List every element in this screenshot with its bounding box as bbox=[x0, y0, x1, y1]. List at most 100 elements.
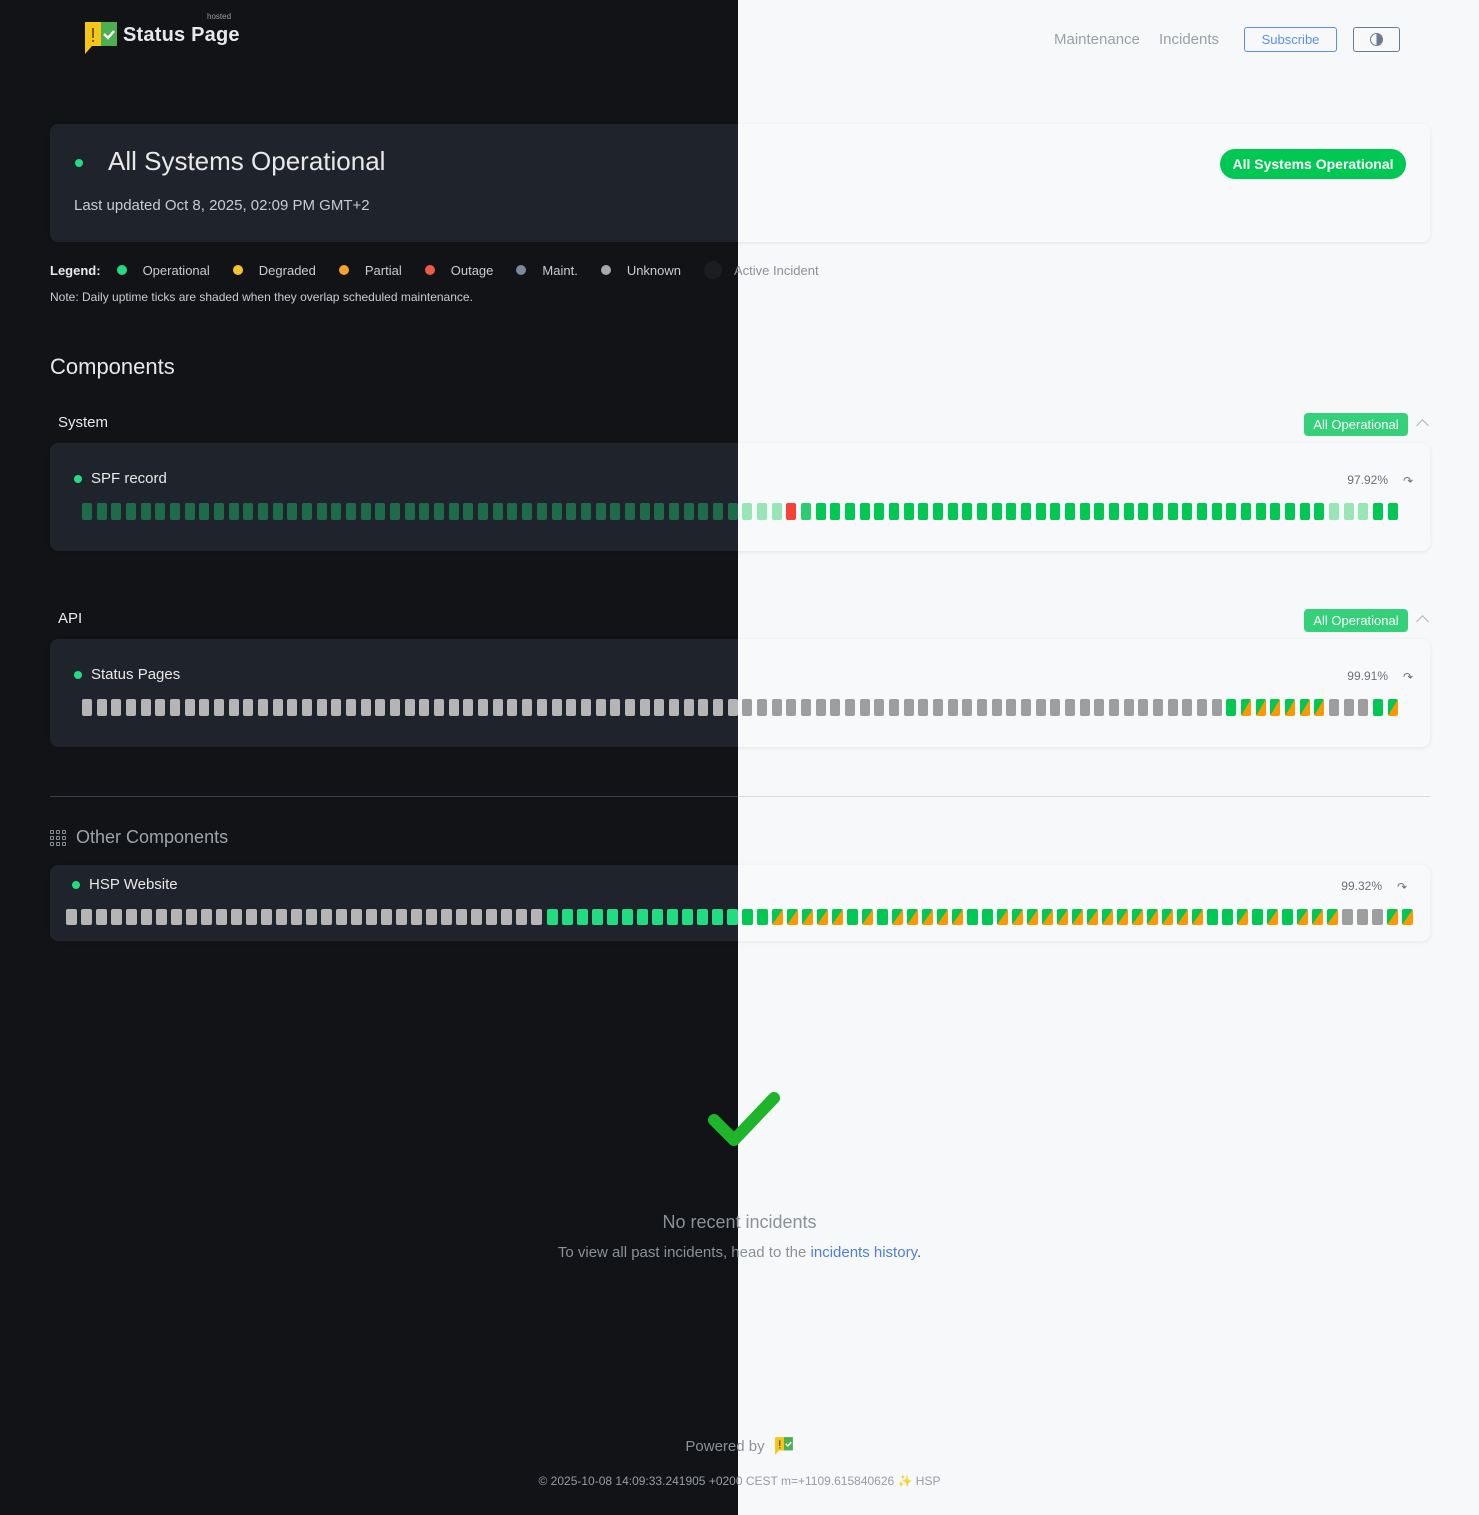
uptime-tick-unknown[interactable] bbox=[551, 699, 562, 716]
chevron-up-icon[interactable] bbox=[1416, 615, 1429, 628]
uptime-tick-partial[interactable] bbox=[1117, 909, 1129, 925]
uptime-tick-op[interactable] bbox=[1050, 503, 1061, 520]
uptime-tick-unknown[interactable] bbox=[471, 909, 483, 925]
uptime-tick-shaded[interactable] bbox=[654, 503, 665, 520]
uptime-tick-unknown[interactable] bbox=[331, 699, 342, 716]
uptime-tick-unknown[interactable] bbox=[1342, 909, 1354, 925]
uptime-tick-unknown[interactable] bbox=[448, 699, 459, 716]
uptime-tick-shaded[interactable] bbox=[375, 503, 386, 520]
uptime-tick-unknown[interactable] bbox=[844, 699, 855, 716]
uptime-tick-unknown[interactable] bbox=[171, 909, 183, 925]
redo-icon[interactable]: ↷ bbox=[1397, 880, 1408, 894]
uptime-tick-shaded[interactable] bbox=[1358, 503, 1369, 520]
uptime-tick-unknown[interactable] bbox=[231, 909, 243, 925]
uptime-tick-unknown[interactable] bbox=[610, 699, 621, 716]
uptime-tick-unknown[interactable] bbox=[947, 699, 958, 716]
uptime-tick-partial[interactable] bbox=[1087, 909, 1099, 925]
uptime-tick-unknown[interactable] bbox=[346, 699, 357, 716]
uptime-tick-unknown[interactable] bbox=[411, 909, 423, 925]
uptime-tick-shaded[interactable] bbox=[287, 503, 298, 520]
uptime-tick-unknown[interactable] bbox=[566, 699, 577, 716]
uptime-tick-partial[interactable] bbox=[786, 909, 798, 925]
uptime-tick-unknown[interactable] bbox=[976, 699, 987, 716]
uptime-tick-partial[interactable] bbox=[816, 909, 828, 925]
uptime-tick-shaded[interactable] bbox=[155, 503, 166, 520]
uptime-tick-unknown[interactable] bbox=[336, 909, 348, 925]
uptime-tick-shaded[interactable] bbox=[698, 503, 709, 520]
chevron-up-icon[interactable] bbox=[1416, 419, 1429, 432]
uptime-tick-unknown[interactable] bbox=[522, 699, 533, 716]
uptime-tick-unknown[interactable] bbox=[492, 699, 503, 716]
uptime-tick-unknown[interactable] bbox=[126, 909, 138, 925]
uptime-tick-op[interactable] bbox=[1314, 503, 1325, 520]
uptime-tick-unknown[interactable] bbox=[302, 699, 313, 716]
uptime-tick-partial[interactable] bbox=[1267, 909, 1279, 925]
uptime-tick-shaded[interactable] bbox=[214, 503, 225, 520]
uptime-tick-partial[interactable] bbox=[1057, 909, 1069, 925]
uptime-tick-op[interactable] bbox=[1222, 909, 1234, 925]
uptime-tick-partial[interactable] bbox=[1102, 909, 1114, 925]
uptime-tick-shaded[interactable] bbox=[668, 503, 679, 520]
uptime-tick-shaded[interactable] bbox=[448, 503, 459, 520]
uptime-tick-partial[interactable] bbox=[1387, 909, 1399, 925]
uptime-tick-shaded[interactable] bbox=[610, 503, 621, 520]
uptime-tick-op[interactable] bbox=[918, 503, 929, 520]
uptime-tick-op[interactable] bbox=[1373, 699, 1384, 716]
uptime-tick-unknown[interactable] bbox=[991, 699, 1002, 716]
uptime-tick-partial[interactable] bbox=[771, 909, 783, 925]
uptime-tick-partial[interactable] bbox=[1297, 909, 1309, 925]
uptime-tick-shaded[interactable] bbox=[272, 503, 283, 520]
uptime-tick-op[interactable] bbox=[1123, 503, 1134, 520]
uptime-tick-unknown[interactable] bbox=[261, 909, 273, 925]
uptime-tick-op[interactable] bbox=[859, 503, 870, 520]
uptime-tick-unknown[interactable] bbox=[456, 909, 468, 925]
uptime-tick-op[interactable] bbox=[1241, 503, 1252, 520]
uptime-tick-op[interactable] bbox=[966, 909, 978, 925]
uptime-tick-shaded[interactable] bbox=[1329, 503, 1340, 520]
uptime-tick-partial[interactable] bbox=[1072, 909, 1084, 925]
uptime-tick-op[interactable] bbox=[681, 909, 693, 925]
uptime-tick-op[interactable] bbox=[666, 909, 678, 925]
uptime-tick-op[interactable] bbox=[1270, 503, 1281, 520]
uptime-tick-shaded[interactable] bbox=[522, 503, 533, 520]
uptime-tick-op[interactable] bbox=[1138, 503, 1149, 520]
uptime-tick-partial[interactable] bbox=[1312, 909, 1324, 925]
uptime-tick-shaded[interactable] bbox=[96, 503, 107, 520]
uptime-tick-unknown[interactable] bbox=[1153, 699, 1164, 716]
uptime-tick-op[interactable] bbox=[1207, 909, 1219, 925]
uptime-tick-unknown[interactable] bbox=[918, 699, 929, 716]
uptime-tick-partial[interactable] bbox=[936, 909, 948, 925]
uptime-tick-unknown[interactable] bbox=[639, 699, 650, 716]
uptime-tick-unknown[interactable] bbox=[82, 699, 92, 716]
uptime-tick-op[interactable] bbox=[1182, 503, 1193, 520]
uptime-tick-unknown[interactable] bbox=[1211, 699, 1222, 716]
uptime-tick-shaded[interactable] bbox=[390, 503, 401, 520]
uptime-tick-partial[interactable] bbox=[1132, 909, 1144, 925]
uptime-tick-op[interactable] bbox=[1252, 909, 1264, 925]
uptime-tick-op[interactable] bbox=[1387, 503, 1398, 520]
uptime-tick-shaded[interactable] bbox=[228, 503, 239, 520]
uptime-tick-op[interactable] bbox=[1079, 503, 1090, 520]
uptime-tick-unknown[interactable] bbox=[830, 699, 841, 716]
uptime-tick-unknown[interactable] bbox=[170, 699, 181, 716]
uptime-tick-shaded[interactable] bbox=[756, 503, 767, 520]
uptime-tick-unknown[interactable] bbox=[1138, 699, 1149, 716]
uptime-tick-op[interactable] bbox=[888, 503, 899, 520]
uptime-tick-partial[interactable] bbox=[801, 909, 813, 925]
uptime-tick-op[interactable] bbox=[636, 909, 648, 925]
uptime-tick-partial[interactable] bbox=[1314, 699, 1325, 716]
uptime-tick-unknown[interactable] bbox=[81, 909, 93, 925]
uptime-tick-op[interactable] bbox=[1021, 503, 1031, 520]
uptime-tick-op[interactable] bbox=[561, 909, 573, 925]
uptime-tick-partial[interactable] bbox=[1192, 909, 1204, 925]
uptime-tick-unknown[interactable] bbox=[712, 699, 723, 716]
uptime-tick-op[interactable] bbox=[1373, 503, 1384, 520]
uptime-tick-unknown[interactable] bbox=[727, 699, 738, 716]
nav-incidents[interactable]: Incidents bbox=[1159, 31, 1220, 48]
uptime-tick-unknown[interactable] bbox=[1021, 699, 1031, 716]
uptime-tick-partial[interactable] bbox=[831, 909, 843, 925]
uptime-tick-unknown[interactable] bbox=[201, 909, 213, 925]
uptime-tick-shaded[interactable] bbox=[302, 503, 313, 520]
uptime-tick-op[interactable] bbox=[1226, 699, 1237, 716]
uptime-tick-op[interactable] bbox=[1282, 909, 1294, 925]
